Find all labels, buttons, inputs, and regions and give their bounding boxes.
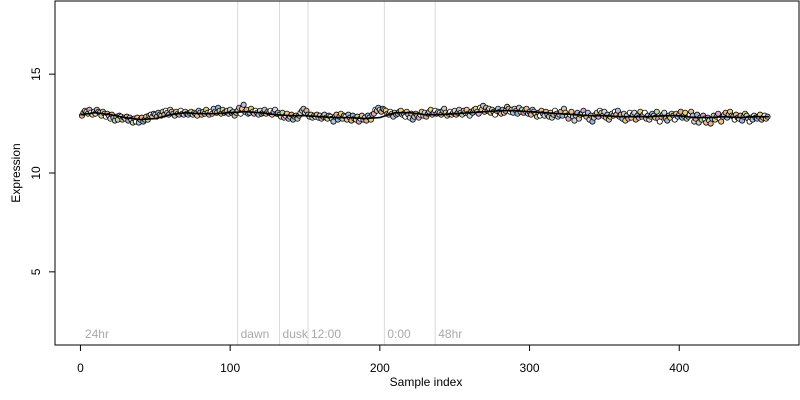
y-tick-label: 5: [29, 268, 43, 275]
phase-label: 0:00: [387, 327, 411, 341]
phase-start-label: 24hr: [85, 327, 109, 341]
phase-labels: dawn dusk 12:00 0:00 48hr 24hr: [85, 327, 462, 341]
data-point: [707, 120, 714, 127]
data-point: [568, 108, 575, 115]
x-axis: 0 100 200 300 400: [77, 344, 690, 375]
data-point: [614, 107, 621, 114]
x-tick-label: 100: [220, 361, 240, 375]
data-point: [656, 118, 663, 125]
y-axis: 5 10 15: [29, 67, 56, 275]
y-tick-label: 15: [29, 67, 43, 81]
y-tick-label: 10: [29, 166, 43, 180]
phase-label: 12:00: [311, 327, 341, 341]
x-tick-label: 300: [520, 361, 540, 375]
x-axis-label: Sample index: [390, 375, 463, 389]
data-point: [240, 101, 247, 108]
phase-label: 48hr: [438, 327, 462, 341]
phase-lines: [237, 1, 436, 345]
phase-label: dusk: [283, 327, 309, 341]
x-tick-label: 200: [370, 361, 390, 375]
data-point: [718, 118, 725, 125]
x-tick-label: 400: [669, 361, 689, 375]
phase-label: dawn: [241, 327, 270, 341]
x-tick-label: 0: [77, 361, 84, 375]
y-axis-label: Expression: [9, 143, 23, 202]
trend-line: [80, 109, 770, 121]
data-point: [653, 108, 660, 115]
